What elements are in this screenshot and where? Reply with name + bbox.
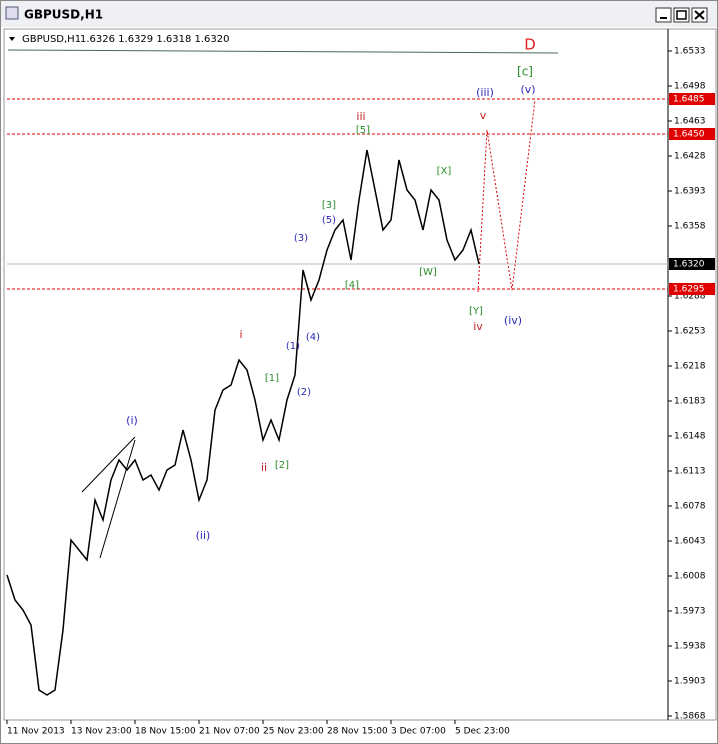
wave-label: v [480, 109, 487, 122]
y-tick-label: 1.6253 [674, 327, 706, 337]
ohlc-info: 1.6326 1.6329 1.6318 1.6320 [80, 34, 230, 45]
x-tick-label: 28 Nov 15:00 [327, 727, 388, 737]
wave-label: iv [473, 320, 483, 333]
wave-label: D [524, 36, 536, 54]
level-line-box [669, 283, 715, 295]
level-line-box [669, 93, 715, 105]
wave-label: (5) [322, 215, 336, 226]
wave-label: [1] [265, 373, 279, 384]
y-tick-label: 1.6043 [674, 537, 706, 547]
window-icon [5, 6, 19, 20]
wave-label: [W] [419, 267, 437, 278]
y-tick-label: 1.5973 [674, 607, 706, 617]
projection-path [477, 99, 536, 293]
window-title: GBPUSD,H1 [24, 8, 103, 22]
y-tick-label: 1.6428 [674, 152, 706, 162]
level-line-label: 1.6485 [673, 95, 705, 105]
wave-label: [c] [517, 65, 533, 79]
last-price-line-label: 1.6320 [673, 260, 705, 270]
x-tick-label: 21 Nov 07:00 [199, 727, 260, 737]
wave-label: (1) [286, 341, 300, 352]
wave-label: iii [356, 110, 365, 123]
wave-label: (iv) [504, 314, 522, 327]
close-icon [694, 10, 705, 20]
x-tick-label: 25 Nov 23:00 [263, 727, 324, 737]
y-tick-label: 1.6008 [674, 572, 706, 582]
channel-line [99, 439, 136, 559]
chart-menu-arrow[interactable] [9, 37, 15, 41]
y-tick-label: 1.5903 [674, 677, 706, 687]
level-line-label: 1.6295 [673, 285, 705, 295]
x-tick-label: 5 Dec 23:00 [455, 727, 510, 737]
y-tick-label: 1.5868 [674, 712, 706, 722]
y-tick-label: 1.6183 [674, 397, 706, 407]
wave-label: i [239, 328, 242, 341]
maximize-icon [676, 10, 687, 20]
minimize-button[interactable] [655, 7, 672, 23]
x-tick-label: 18 Nov 15:00 [135, 727, 196, 737]
title-bar [1, 1, 717, 27]
y-tick-label: 1.6533 [674, 47, 706, 57]
wave-label: (3) [294, 233, 308, 244]
wave-label: ii [261, 461, 267, 474]
window-buttons[interactable] [655, 7, 708, 23]
wave-label: (v) [520, 83, 535, 96]
x-tick-label: 11 Nov 2013 [7, 727, 65, 737]
y-tick-label: 1.6218 [674, 362, 706, 372]
y-tick-label: 1.6113 [674, 467, 706, 477]
last-price-line-box [669, 258, 715, 270]
y-tick-label: 1.6393 [674, 187, 706, 197]
wave-label: [2] [275, 460, 289, 471]
wave-label: (4) [306, 332, 320, 343]
wave-label: [3] [322, 200, 336, 211]
channel-line [81, 436, 136, 493]
wave-label: [5] [356, 125, 370, 136]
price-line [6, 149, 480, 696]
trend-line [7, 49, 559, 54]
wave-label: (2) [297, 387, 311, 398]
y-tick-label: 1.6288 [674, 292, 706, 302]
y-tick-label: 1.6498 [674, 82, 706, 92]
level-line-label: 1.6450 [673, 130, 705, 140]
wave-label: (iii) [476, 86, 494, 99]
level-line-box [669, 128, 715, 140]
y-tick-label: 1.6148 [674, 432, 706, 442]
symbol-label: GBPUSD,H1 [22, 34, 81, 45]
y-tick-label: 1.6078 [674, 502, 706, 512]
wave-label: [Y] [469, 306, 483, 317]
y-tick-label: 1.5938 [674, 642, 706, 652]
y-tick-label: 1.6358 [674, 222, 706, 232]
wave-label: (ii) [196, 529, 211, 542]
wave-label: [4] [345, 280, 359, 291]
y-tick-label: 1.6463 [674, 117, 706, 127]
wave-label: [X] [437, 166, 452, 177]
x-tick-label: 13 Nov 23:00 [71, 727, 132, 737]
wave-label: (i) [126, 414, 138, 427]
x-tick-label: 3 Dec 07:00 [391, 727, 446, 737]
chart-frame [3, 28, 717, 721]
